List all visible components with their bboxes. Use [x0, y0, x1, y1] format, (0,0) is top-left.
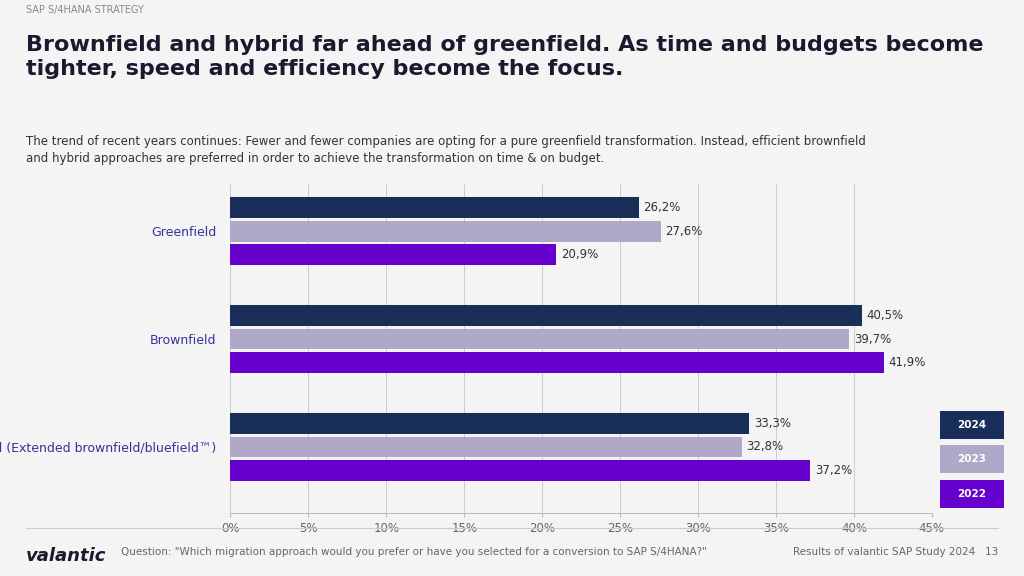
- Bar: [940, 445, 1004, 473]
- Text: 2022: 2022: [957, 488, 986, 499]
- Text: 39,7%: 39,7%: [854, 332, 891, 346]
- Text: 33,3%: 33,3%: [754, 417, 792, 430]
- Bar: [230, 244, 556, 265]
- Text: Question: "Which migration approach would you prefer or have you selected for a : Question: "Which migration approach woul…: [121, 547, 707, 558]
- Text: 26,2%: 26,2%: [643, 201, 681, 214]
- Bar: [230, 221, 660, 241]
- Text: 40,5%: 40,5%: [866, 309, 903, 322]
- Text: 27,6%: 27,6%: [666, 225, 702, 238]
- Text: Brownfield and hybrid far ahead of greenfield. As time and budgets become
tighte: Brownfield and hybrid far ahead of green…: [26, 35, 983, 78]
- Bar: [230, 460, 810, 481]
- Bar: [230, 305, 862, 326]
- Bar: [230, 437, 741, 457]
- Text: Results of valantic SAP Study 2024   13: Results of valantic SAP Study 2024 13: [794, 547, 998, 558]
- Bar: [940, 479, 1004, 508]
- Text: 20,9%: 20,9%: [561, 248, 598, 261]
- Bar: [230, 198, 639, 218]
- Text: valantic: valantic: [26, 547, 105, 566]
- Text: 37,2%: 37,2%: [815, 464, 852, 477]
- Bar: [940, 411, 1004, 439]
- Bar: [230, 329, 849, 350]
- Text: 41,9%: 41,9%: [888, 356, 926, 369]
- Text: SAP S/4HANA STRATEGY: SAP S/4HANA STRATEGY: [26, 5, 143, 15]
- Bar: [230, 413, 750, 434]
- Text: 2024: 2024: [957, 420, 986, 430]
- Text: 32,8%: 32,8%: [746, 441, 783, 453]
- Text: The trend of recent years continues: Fewer and fewer companies are opting for a : The trend of recent years continues: Few…: [26, 135, 865, 165]
- Bar: [230, 353, 884, 373]
- Text: 2023: 2023: [957, 454, 986, 464]
